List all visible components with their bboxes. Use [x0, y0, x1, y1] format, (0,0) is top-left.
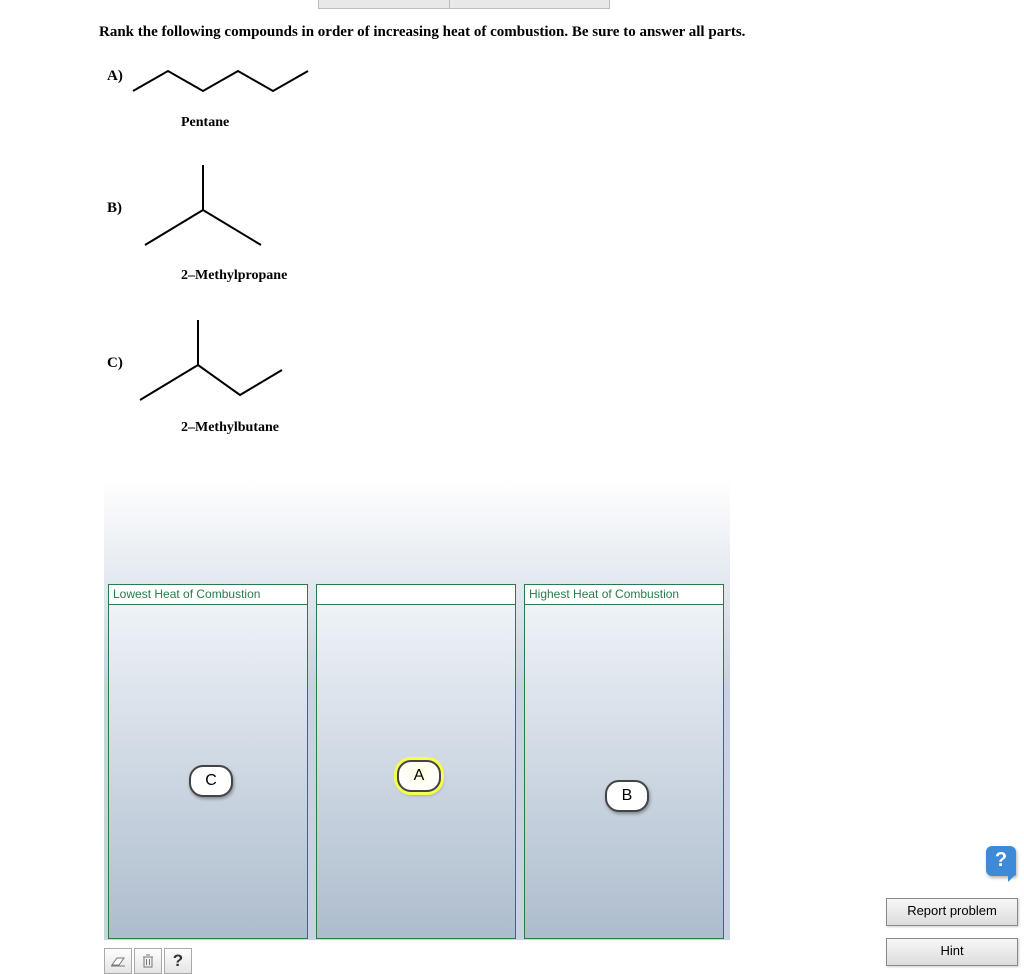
token-a[interactable]: A — [397, 760, 441, 792]
divider — [449, 0, 450, 8]
structure-pentane — [128, 56, 328, 106]
top-tab-bar-fragment — [318, 0, 610, 9]
structure-2-methylbutane — [120, 305, 300, 415]
compound-name-c: 2–Methylbutane — [181, 420, 279, 436]
control-bar: ? — [104, 948, 192, 974]
eraser-icon — [110, 954, 126, 968]
token-c[interactable]: C — [189, 765, 233, 797]
ranking-slot-high[interactable]: Highest Heat of Combustion B — [524, 584, 724, 939]
structure-2-methylpropane — [125, 150, 285, 260]
compound-label-b: B) — [107, 200, 122, 217]
trash-icon — [141, 953, 155, 969]
slot-header-high: Highest Heat of Combustion — [525, 585, 723, 605]
ranking-slot-mid[interactable]: A — [316, 584, 516, 939]
token-b[interactable]: B — [605, 780, 649, 812]
help-bubble-icon[interactable]: ? — [986, 846, 1016, 876]
eraser-button[interactable] — [104, 948, 132, 974]
compound-name-b: 2–Methylpropane — [181, 268, 287, 284]
slot-header-mid — [317, 585, 515, 605]
trash-button[interactable] — [134, 948, 162, 974]
compound-name-a: Pentane — [181, 115, 229, 131]
hint-button[interactable]: Hint — [886, 938, 1018, 966]
question-text: Rank the following compounds in order of… — [99, 24, 745, 41]
help-button-toolbar[interactable]: ? — [164, 948, 192, 974]
ranking-area: Lowest Heat of Combustion C A Highest He… — [104, 478, 730, 940]
ranking-slot-low[interactable]: Lowest Heat of Combustion C — [108, 584, 308, 939]
slot-header-low: Lowest Heat of Combustion — [109, 585, 307, 605]
compound-label-a: A) — [107, 68, 123, 85]
report-problem-button[interactable]: Report problem — [886, 898, 1018, 926]
